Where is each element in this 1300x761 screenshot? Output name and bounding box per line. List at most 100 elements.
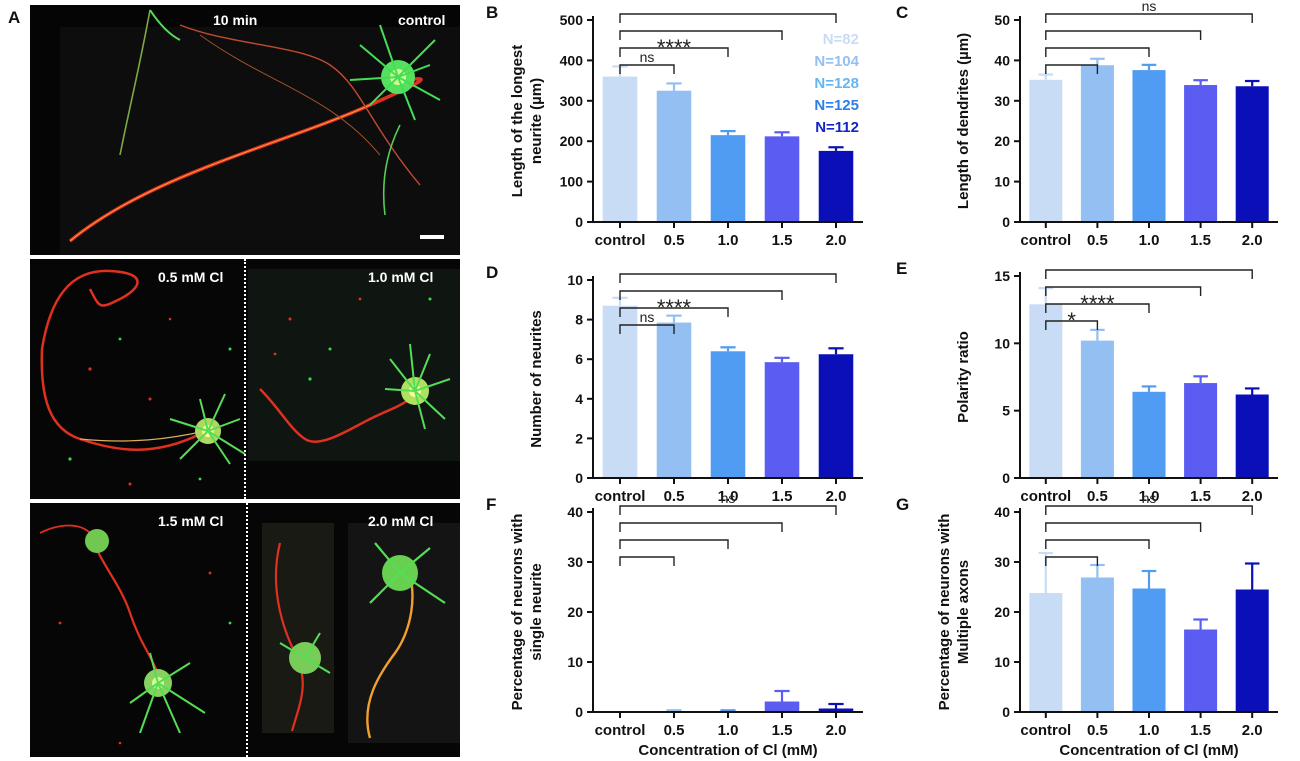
significance-label: **** [657,35,692,60]
bracket-line [1045,522,1202,532]
y-tick-label: 2 [575,430,583,446]
x-axis-label: Concentration of Cl (mM) [638,742,817,759]
bracket-line [1045,303,1150,313]
y-tick-label: 4 [575,391,583,407]
significance-bracket [1045,286,1202,296]
bar-control [1029,79,1063,223]
n-label: N=125 [814,97,859,114]
n-label: N=82 [823,31,859,48]
significance-label: **** [657,295,692,320]
panel-letter-f: F [486,495,496,514]
significance-bracket [1045,556,1099,566]
bar-0-5 [1080,65,1114,222]
x-tick-label: 1.0 [1139,488,1160,505]
x-tick-label: 0.5 [664,488,685,505]
chart-g: G 0 10 20 30 40 control 0.5 1.0 1.5 2.0 Percentage … [896,490,1278,759]
error-bar [720,130,736,136]
y-axis-label: single neurite [528,563,545,661]
significance-label: ns [640,49,655,65]
bar-1-5 [764,362,800,478]
bracket-line [619,324,675,334]
micrograph-middle: 0.5 mM Cl 1.0 mM Cl [30,259,460,499]
micrograph-top: 10 min control [30,5,460,255]
y-tick-label: 0 [1002,704,1010,720]
bracket-line [1045,556,1099,566]
significance-label: ns [1142,0,1157,14]
error-bar [774,131,790,137]
bracket-line [1045,539,1150,549]
separator-bottom [246,503,248,757]
y-tick-label: 0 [1002,470,1010,486]
bar-control [1029,593,1063,712]
error-bar [1141,569,1157,589]
y-tick-label: 0 [575,704,583,720]
label-2-0-mm-cl: 2.0 mM Cl [368,513,434,529]
bracket-line [1045,286,1202,296]
y-tick-label: 400 [560,52,584,68]
significance-label: **** [1080,291,1115,316]
neuron-image-bottom [30,503,460,757]
y-tick-label: 100 [560,174,584,190]
x-tick-label: 1.5 [772,722,793,739]
panel-a-letter: A [8,8,21,27]
x-tick-label: 2.0 [826,488,847,505]
chart-d: D 0 2 4 6 8 10 control 0.5 1.0 1.5 2.0 Number of neu… [486,263,863,505]
significance-bracket [1045,30,1202,40]
x-tick-label: 1.5 [772,488,793,505]
x-tick-label: 2.0 [1242,722,1263,739]
panel-letter-e: E [896,259,907,278]
bar-control [602,305,638,478]
bar-0-5 [656,90,692,222]
error-bar [828,146,844,151]
error-bar [1244,562,1260,590]
error-bar [666,82,682,91]
significance-bracket [619,47,729,57]
error-bar [774,689,790,702]
bar-1-0 [1132,70,1166,222]
significance-bracket [619,30,783,40]
x-tick-label: 0.5 [664,232,685,249]
y-tick-label: 20 [567,604,583,620]
y-tick-label: 10 [994,654,1010,670]
bar-control [602,76,638,222]
error-bar [1141,385,1157,392]
y-tick-label: 40 [567,504,583,520]
bar-1-0 [1132,588,1166,712]
chart-e: E 0 5 10 15 control 0.5 1.0 1.5 2.0 Polarity ratio… [896,259,1278,505]
x-tick-label: control [595,232,646,249]
significance-bracket [1045,522,1202,532]
neuron-image-top [30,5,460,255]
separator-middle [244,259,246,499]
bracket-line [1045,505,1253,515]
panel-letter-c: C [896,3,908,22]
bracket-line [619,47,729,57]
y-axis-label: Number of neurites [528,310,545,448]
y-axis-label: Percentage of neurons with [509,514,526,711]
bar-0-5 [1080,340,1114,478]
label-10-min: 10 min [213,12,258,28]
y-axis-label: Percentage of neurons with [936,514,953,711]
x-tick-label: 0.5 [664,722,685,739]
y-axis-label: Polarity ratio [955,331,972,423]
x-tick-label: 1.0 [718,722,739,739]
significance-bracket [619,273,837,283]
bar-2-0 [818,708,854,712]
y-tick-label: 200 [560,133,584,149]
significance-bracket [619,522,783,532]
n-label: N=112 [815,119,859,136]
error-bar [1193,375,1208,384]
x-tick-label: control [595,722,646,739]
y-tick-label: 50 [994,12,1010,28]
chart-f: F 0 10 20 30 40 control 0.5 1.0 1.5 2.0 Percentage … [486,490,863,759]
x-tick-label: 1.5 [1190,232,1211,249]
bar-2-0 [818,354,854,478]
bracket-line [1045,64,1099,74]
bracket-line [619,290,783,300]
bracket-line [1045,47,1150,57]
significance-bracket [1045,303,1150,313]
y-tick-label: 0 [575,470,583,486]
bracket-line [619,273,837,283]
y-tick-label: 40 [994,52,1010,68]
y-tick-label: 30 [994,554,1010,570]
x-tick-label: 1.0 [718,232,739,249]
